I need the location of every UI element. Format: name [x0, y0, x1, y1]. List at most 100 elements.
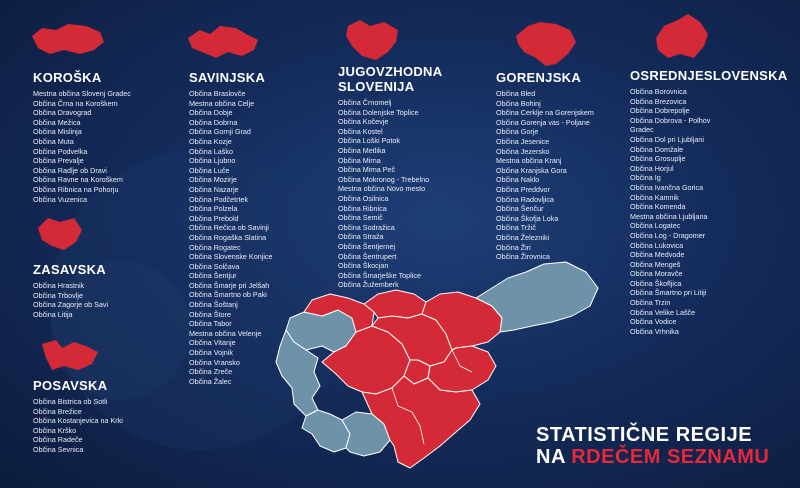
- municipality-item: Občina Rogatec: [189, 242, 241, 252]
- municipality-item: Občina Šmartno ob Paki: [189, 290, 267, 300]
- zasavska-shape: [38, 218, 82, 250]
- municipality-item: Občina Šoštanj: [189, 300, 238, 310]
- municipality-item: Občina Cerklje na Gorenjskem: [496, 108, 594, 118]
- region-list-gorenjska: Občina Bled Občina Bohinj Občina Cerklje n…: [496, 89, 594, 262]
- municipality-item: Mestna občina Kranj: [496, 156, 562, 166]
- municipality-item: Občina Hrastnik: [33, 281, 85, 290]
- region-list-posavska: Občina Bistrica ob Sotli Občina Brežice Ob…: [33, 397, 123, 455]
- municipality-item: Občina Šmarje pri Jelšah: [189, 280, 270, 290]
- municipality-item: Občina Velike Lašče: [630, 307, 696, 317]
- region-list-koroska: Mestna občina Slovenj Gradec Občina Črna …: [33, 89, 131, 204]
- municipality-item: Občina Logatec: [630, 221, 681, 231]
- municipality-item: Občina Preddvor: [496, 184, 550, 194]
- municipality-item: Mestna občina Novo mesto: [338, 184, 426, 194]
- municipality-item: Občina Kočevje: [338, 117, 389, 127]
- municipality-item: Občina Škofljica: [630, 278, 682, 288]
- municipality-item: Gradec: [630, 125, 654, 135]
- municipality-item: Mestna občina Celje: [189, 98, 255, 108]
- municipality-item: Občina Dolenjske Toplice: [338, 107, 419, 117]
- footer-title-line1: STATISTIČNE REGIJE: [536, 424, 753, 446]
- municipality-item: Občina Mežica: [33, 117, 81, 127]
- region-list-savinjska: Občina Braslovče Mestna občina Celje Občin…: [189, 89, 273, 386]
- region-title-osrednjeslovenska: OSREDNJESLOVENSKA: [630, 68, 788, 83]
- municipality-item: Občina Mirna Peč: [338, 165, 396, 175]
- municipality-item: Občina Šmartno pri Litiji: [630, 288, 707, 298]
- municipality-item: Občina Žalec: [189, 376, 232, 386]
- municipality-item: Občina Muta: [33, 136, 74, 146]
- municipality-item: Občina Straža: [338, 232, 384, 242]
- municipality-item: Občina Bled: [496, 89, 536, 98]
- municipality-item: Občina Vitanje: [189, 338, 236, 348]
- municipality-item: Občina Prebold: [189, 213, 239, 223]
- municipality-item: Občina Mislinja: [33, 127, 82, 137]
- municipality-item: Občina Trbovlje: [33, 290, 83, 300]
- municipality-item: Občina Krško: [33, 425, 77, 435]
- municipality-item: Občina Domžale: [630, 144, 684, 154]
- municipality-item: Občina Škofja Loka: [496, 213, 559, 223]
- municipality-item: Občina Črnomelj: [338, 98, 392, 107]
- region-title-koroska: KOROŠKA: [33, 70, 102, 85]
- municipality-item: Občina Šenčur: [496, 204, 544, 214]
- region-list-jugovzhodna: Občina Črnomelj Občina Dolenjske Toplice O…: [338, 98, 442, 290]
- municipality-item: Občina Podčetrtek: [189, 194, 249, 204]
- region-title-gorenjska: GORENJSKA: [496, 70, 582, 85]
- municipality-item: Občina Vojnik: [189, 348, 233, 358]
- municipality-item: Občina Vrhnika: [630, 326, 679, 336]
- municipality-item: Občina Brezovica: [630, 96, 687, 106]
- jugovzhodna-shape: [346, 20, 398, 60]
- municipality-item: Občina Vuzenica: [33, 194, 88, 204]
- municipality-item: Občina Komenda: [630, 202, 686, 212]
- osrednjeslovenska-shape: [656, 14, 708, 58]
- municipality-item: Občina Ribnica: [338, 203, 387, 213]
- municipality-item: Občina Grosuplje: [630, 154, 686, 164]
- municipality-item: Občina Dol pri Ljubljani: [630, 134, 704, 144]
- municipality-item: Občina Borovnica: [630, 87, 687, 96]
- municipality-item: Občina Osilnica: [338, 193, 389, 203]
- region-title-jugovzhodna-2: SLOVENIJA: [338, 79, 415, 94]
- region-list-osrednjeslovenska: Občina Borovnica Občina Brezovica Občina D…: [630, 87, 788, 336]
- municipality-item: Občina Šentjernej: [338, 241, 396, 251]
- municipality-item: Občina Luče: [189, 165, 230, 175]
- municipality-item: Občina Jesenice: [496, 136, 550, 146]
- municipality-item: Občina Kostel: [338, 126, 383, 136]
- municipality-item: Občina Zagorje ob Savi: [33, 300, 109, 310]
- municipality-item: Občina Ig: [630, 173, 661, 183]
- region-gorenjska: GORENJSKA Občina Bled Občina Bohinj Občina…: [496, 70, 594, 262]
- municipality-item: Občina Medvode: [630, 250, 685, 260]
- region-posavska: POSAVSKA Občina Bistrica ob Sotli Občina …: [33, 378, 123, 455]
- municipality-item: Občina Jezersko: [496, 146, 550, 156]
- region-savinjska: SAVINJSKA Občina Braslovče Mestna občina …: [189, 70, 273, 386]
- municipality-item: Občina Mengeš: [630, 259, 681, 269]
- municipality-item: Občina Nazarje: [189, 184, 239, 194]
- municipality-item: Občina Mozirje: [189, 175, 237, 185]
- municipality-item: Občina Laško: [189, 146, 233, 156]
- municipality-item: Občina Dobrepolje: [630, 106, 690, 116]
- municipality-item: Občina Semič: [338, 213, 383, 223]
- municipality-item: Občina Brežice: [33, 406, 82, 416]
- municipality-item: Občina Zreče: [189, 367, 233, 377]
- municipality-item: Občina Polzela: [189, 204, 238, 214]
- municipality-item: Občina Kostanjevica na Krki: [33, 416, 123, 426]
- koroska-shape: [32, 24, 104, 54]
- posavska-shape: [42, 340, 98, 370]
- municipality-item: Občina Vodice: [630, 317, 677, 327]
- municipality-item: Občina Braslovče: [189, 89, 246, 98]
- municipality-item: Občina Ljubno: [189, 156, 236, 166]
- municipality-item: Občina Kamnik: [630, 192, 679, 202]
- municipality-item: Občina Tržič: [496, 223, 536, 233]
- municipality-item: Občina Dobrova - Polhov: [630, 115, 711, 125]
- municipality-item: Občina Moravče: [630, 269, 683, 279]
- municipality-item: Občina Trzin: [630, 298, 671, 308]
- municipality-item: Občina Črna na Koroškem: [33, 98, 118, 108]
- region-zasavska: ZASAVSKA Občina Hrastnik Občina Trbovlje O…: [33, 262, 108, 319]
- region-list-zasavska: Občina Hrastnik Občina Trbovlje Občina Zag…: [33, 281, 108, 319]
- municipality-item: Občina Mokronog - Trebelno: [338, 174, 430, 184]
- municipality-item: Občina Solčava: [189, 261, 240, 271]
- municipality-item: Občina Radlje ob Dravi: [33, 165, 107, 175]
- region-jugovzhodna: JUGOVZHODNA SLOVENIJA Občina Črnomelj Obč…: [338, 64, 442, 290]
- footer-title: STATISTIČNE REGIJE NA RDEČEM SEZNAMU: [536, 424, 769, 468]
- municipality-item: Občina Šmarješke Toplice: [338, 270, 421, 280]
- municipality-item: Občina Horjul: [630, 163, 674, 173]
- municipality-item: Občina Slovenske Konjice: [189, 252, 273, 262]
